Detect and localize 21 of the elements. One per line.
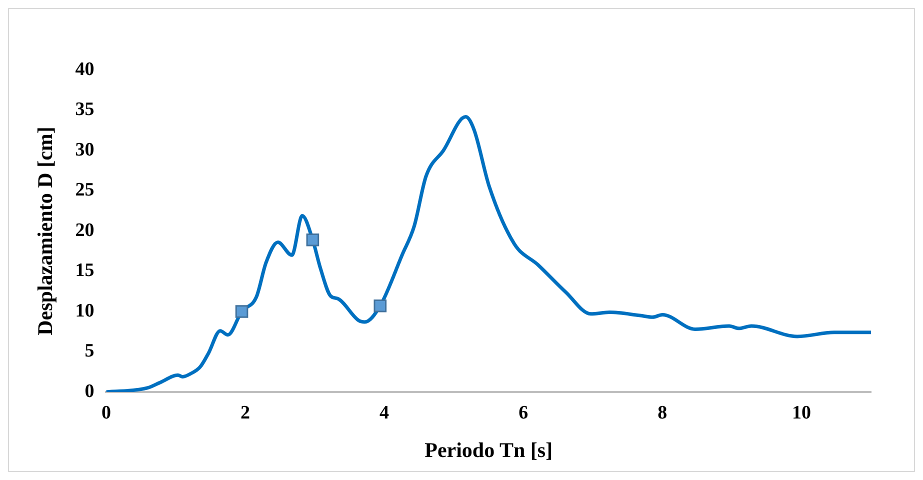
y-tick-label: 40: [75, 58, 94, 80]
point: [235, 305, 248, 318]
y-tick-label: 0: [84, 380, 94, 402]
y-tick-label: 25: [75, 180, 94, 201]
y-tick-label: 10: [75, 300, 94, 322]
y-axis-title: Desplazamiento D [cm]: [33, 126, 58, 336]
x-tick-label: 10: [792, 402, 811, 424]
x-tick-label: 8: [658, 402, 668, 424]
x-tick-label: 0: [101, 402, 111, 424]
line-series: [106, 114, 871, 392]
point: [374, 299, 387, 312]
x-tick-label: 4: [380, 402, 390, 424]
x-tick-label: 6: [518, 402, 528, 424]
x-tick-label: 2: [240, 402, 250, 424]
y-tick-label: 15: [75, 260, 94, 282]
y-tick-label: 5: [84, 340, 94, 362]
x-axis-title: Periodo Tn [s]: [424, 438, 553, 462]
point: [306, 233, 320, 246]
y-tick-label: 20: [75, 220, 94, 241]
y-tick-label: 30: [75, 139, 94, 160]
y-tick-label: 35: [75, 99, 94, 120]
